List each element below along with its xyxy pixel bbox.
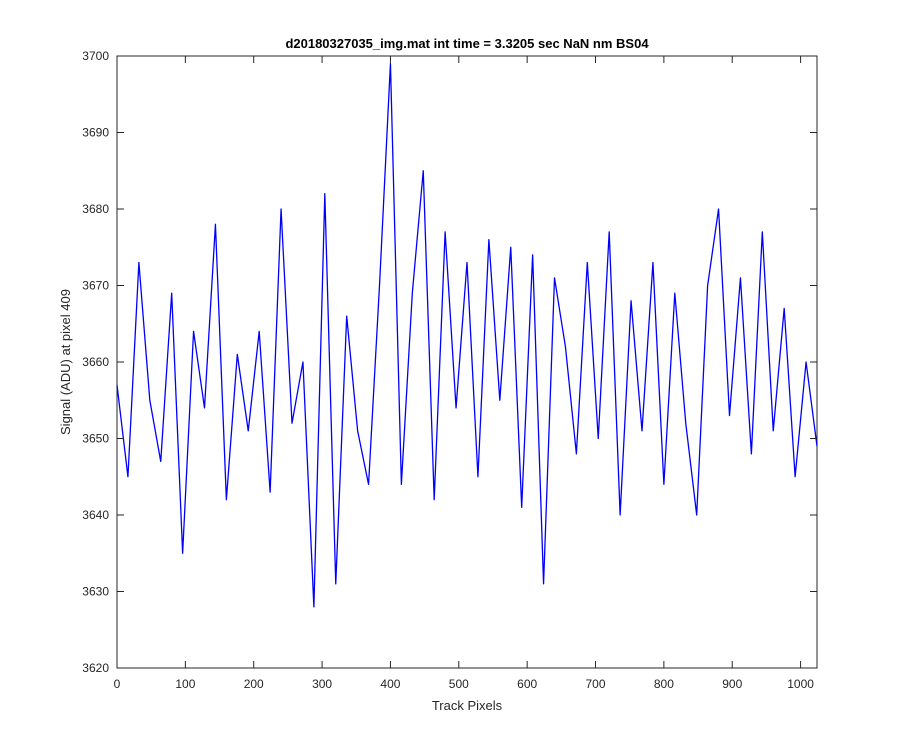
x-tick-label: 200 (244, 677, 264, 691)
x-tick-label: 1000 (787, 677, 814, 691)
y-tick-label: 3620 (82, 661, 109, 675)
y-tick-label: 3690 (82, 126, 109, 140)
y-tick-label: 3700 (82, 49, 109, 63)
x-tick-label: 300 (312, 677, 332, 691)
x-tick-label: 100 (175, 677, 195, 691)
y-axis-label: Signal (ADU) at pixel 409 (58, 289, 73, 435)
x-tick-label: 800 (654, 677, 674, 691)
series-layer (116, 63, 818, 608)
x-tick-label: 700 (586, 677, 606, 691)
x-tick-label: 600 (517, 677, 537, 691)
plot-area (116, 55, 818, 669)
x-tick-label: 900 (722, 677, 742, 691)
y-tick-label: 3630 (82, 585, 109, 599)
x-axis: 0 100 200 300 400 500 600 700 800 900 1000 (114, 56, 814, 691)
x-axis-label: Track Pixels (432, 698, 503, 713)
x-tick-label: 500 (449, 677, 469, 691)
x-tick-label: 0 (114, 677, 121, 691)
y-tick-label: 3680 (82, 202, 109, 216)
x-tick-label: 400 (380, 677, 400, 691)
y-tick-label: 3670 (82, 279, 109, 293)
y-axis: 3620 3630 3640 3650 3660 3670 3680 3690 3700 (82, 49, 817, 675)
y-tick-label: 3640 (82, 508, 109, 522)
y-tick-label: 3650 (82, 432, 109, 446)
chart-title: d20180327035_img.mat int time = 3.3205 s… (285, 36, 649, 51)
y-tick-label: 3660 (82, 355, 109, 369)
signal-line (116, 63, 818, 608)
